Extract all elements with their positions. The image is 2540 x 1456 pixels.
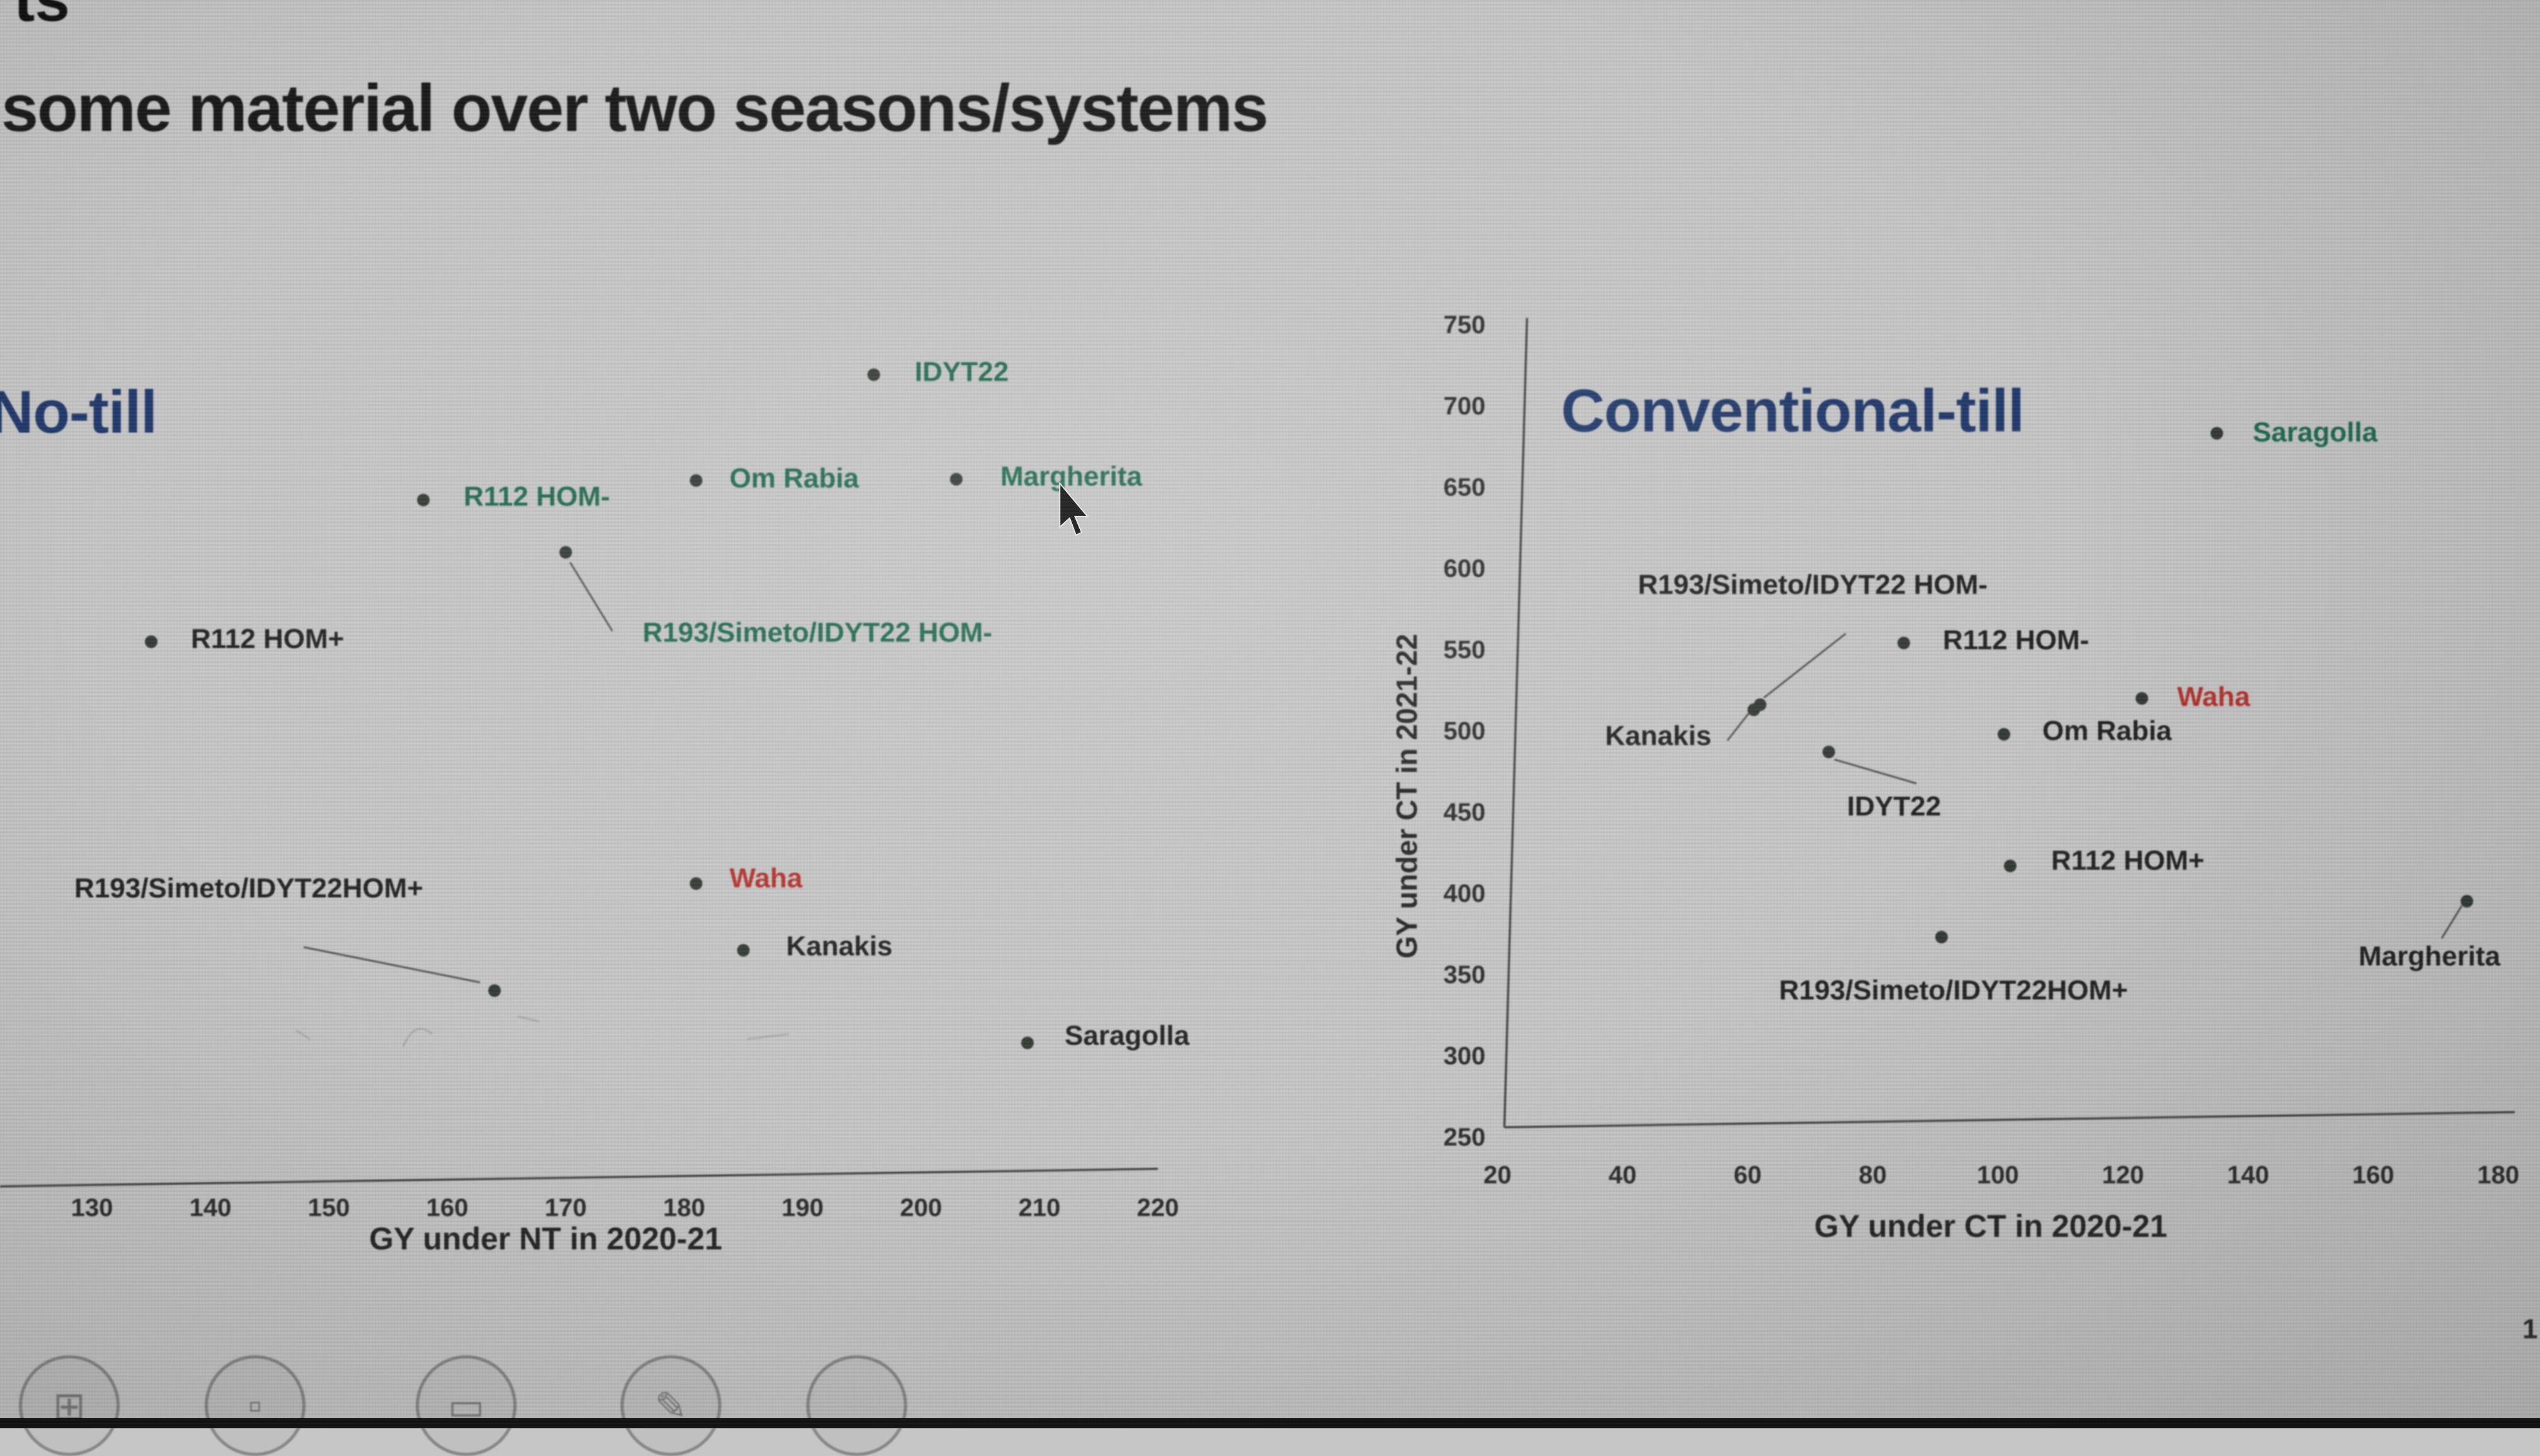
x-tick-0-190: 190 — [758, 1194, 847, 1222]
leader-line-idyt22 — [1834, 759, 1916, 783]
x-tick-0-210: 210 — [995, 1194, 1084, 1222]
label-om-rabia: Om Rabia — [729, 463, 859, 494]
label-r193-simeto-idyt22-hom: R193/Simeto/IDYT22 HOM- — [643, 617, 992, 649]
point-om-rabia — [1998, 728, 2010, 741]
leader-line-kanakis — [1727, 712, 1750, 741]
label-r193-simeto-idyt22hom: R193/Simeto/IDYT22HOM+ — [74, 873, 423, 904]
faint-smudge-3 — [296, 1030, 310, 1039]
label-kanakis: Kanakis — [786, 931, 893, 962]
screen-bezel-strip — [0, 1418, 2540, 1428]
label-r193-simeto-idyt22hom: R193/Simeto/IDYT22HOM+ — [1779, 975, 2128, 1006]
label-idyt22: IDYT22 — [915, 356, 1009, 388]
point-margherita — [950, 473, 963, 486]
pen-control-icon[interactable]: ✎ — [621, 1355, 721, 1456]
label-r112-hom: R112 HOM- — [464, 481, 610, 513]
x-tick-1-180: 180 — [2454, 1161, 2540, 1190]
x-tick-1-160: 160 — [2329, 1161, 2417, 1190]
label-r112-hom: R112 HOM+ — [191, 623, 344, 655]
label-om-rabia: Om Rabia — [2042, 715, 2171, 747]
faint-smudge-1 — [518, 1016, 539, 1021]
label-r112-hom: R112 HOM+ — [2051, 845, 2204, 877]
point-kanakis — [1748, 703, 1760, 716]
slide-number-partial: 1 — [2522, 1314, 2537, 1345]
label-saragolla: Saragolla — [2253, 417, 2377, 448]
y-axis-label-conventional-till: GY under CT in 2021-22 — [1390, 634, 1424, 958]
monitor-control-icon[interactable]: ▭ — [416, 1355, 517, 1456]
label-waha: Waha — [2177, 681, 2250, 713]
leader-line-r193-simeto-idyt22hom — [304, 947, 480, 982]
y-tick-1-300: 300 — [1404, 1042, 1485, 1071]
point-saragolla — [1021, 1037, 1034, 1049]
axis-line-1-1 — [1504, 1112, 2515, 1127]
axis-line-1-0 — [1504, 318, 1527, 1127]
partial-control-icon[interactable] — [806, 1355, 907, 1456]
square-control-icon[interactable]: ▫ — [205, 1355, 306, 1456]
x-tick-0-130: 130 — [48, 1194, 136, 1222]
point-r193-simeto-idyt22-hom — [559, 546, 572, 559]
x-tick-0-150: 150 — [285, 1194, 373, 1222]
leader-line-r193-simeto-idyt22-hom — [570, 562, 612, 631]
y-tick-1-600: 600 — [1404, 555, 1485, 583]
point-r193-simeto-idyt22hom — [1935, 931, 1948, 943]
point-waha — [690, 877, 702, 890]
y-tick-1-650: 650 — [1404, 474, 1485, 502]
x-tick-1-140: 140 — [2204, 1161, 2292, 1190]
point-om-rabia — [690, 474, 702, 487]
axis-line-0-0 — [0, 1169, 1158, 1186]
x-tick-0-160: 160 — [403, 1194, 491, 1222]
x-tick-1-20: 20 — [1453, 1161, 1542, 1190]
x-tick-1-100: 100 — [1954, 1161, 2042, 1190]
x-tick-1-60: 60 — [1703, 1161, 1792, 1190]
x-tick-0-180: 180 — [640, 1194, 728, 1222]
x-tick-0-170: 170 — [522, 1194, 610, 1222]
point-waha — [2136, 692, 2148, 705]
x-tick-1-120: 120 — [2079, 1161, 2167, 1190]
x-tick-1-80: 80 — [1829, 1161, 1917, 1190]
y-tick-1-750: 750 — [1404, 311, 1485, 339]
y-tick-1-350: 350 — [1404, 961, 1485, 989]
grid-control-icon[interactable]: ⊞ — [19, 1355, 120, 1456]
leader-line-margherita — [2442, 906, 2462, 938]
x-tick-0-140: 140 — [166, 1194, 255, 1222]
label-r112-hom: R112 HOM- — [1943, 625, 2089, 656]
y-tick-1-700: 700 — [1404, 392, 1485, 421]
y-tick-1-250: 250 — [1404, 1123, 1485, 1152]
faint-smudge-2 — [747, 1034, 789, 1039]
x-axis-label-no-till: GY under NT in 2020-21 — [369, 1220, 722, 1257]
mouse-cursor-arrow-icon — [1057, 482, 1091, 541]
x-tick-0-220: 220 — [1114, 1194, 1202, 1222]
leader-line-r193-simeto-idyt22-hom — [1764, 634, 1846, 698]
label-waha: Waha — [729, 863, 803, 894]
x-axis-label-conventional-till: GY under CT in 2020-21 — [1814, 1208, 2167, 1244]
x-tick-1-40: 40 — [1579, 1161, 1667, 1190]
label-saragolla: Saragolla — [1065, 1020, 1189, 1052]
x-tick-0-200: 200 — [877, 1194, 965, 1222]
point-r112-hom — [2004, 860, 2017, 872]
point-r112-hom — [145, 635, 157, 648]
faint-smudge-0 — [403, 1029, 432, 1047]
label-kanakis: Kanakis — [1605, 720, 1712, 752]
point-kanakis — [737, 944, 750, 957]
label-r193-simeto-idyt22-hom: R193/Simeto/IDYT22 HOM- — [1638, 569, 1988, 601]
label-margherita: Margherita — [2359, 941, 2500, 972]
label-idyt22: IDYT22 — [1847, 791, 1941, 822]
